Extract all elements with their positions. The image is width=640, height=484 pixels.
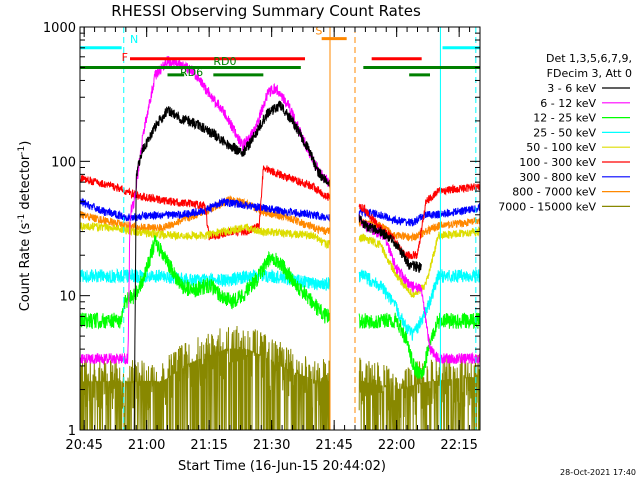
y-axis-label-sup2: -1 <box>17 146 27 155</box>
x-axis-label: Start Time (16-Jun-15 20:44:02) <box>178 459 386 474</box>
legend-label-4: 50 - 100 keV <box>526 141 596 154</box>
y-tick-label-1: 10 <box>59 290 76 305</box>
x-tick-label-4: 21:45 <box>315 438 352 453</box>
series-line-12-25keV-seg1 <box>358 312 480 380</box>
series-line-3-6keV-seg1 <box>358 214 422 273</box>
series-line-7000-15000keV-seg1 <box>358 354 480 430</box>
flag-label-rd0: RD0 <box>213 55 236 68</box>
y-axis-label: Count Rate (s-1 detector-1) <box>17 141 33 312</box>
legend-header-2: FDecim 3, Att 0 <box>547 67 632 80</box>
flag-label-rd6: RD6 <box>180 66 203 79</box>
series-line-6-12keV-seg1 <box>358 214 480 365</box>
legend: Det 1,3,5,6,7,9, FDecim 3, Att 0 3 - 6 keV… <box>498 52 632 213</box>
series-line-7000-15000keV-seg0 <box>80 325 331 430</box>
x-tick-label-1: 21:00 <box>128 438 165 453</box>
legend-label-7: 800 - 7000 keV <box>512 186 596 199</box>
series-line-12-25keV-seg0 <box>80 235 331 330</box>
legend-label-3: 25 - 50 keV <box>533 126 596 139</box>
legend-label-2: 12 - 25 keV <box>533 112 596 125</box>
timestamp: 28-Oct-2021 17:40 <box>560 468 636 477</box>
legend-label-8: 7000 - 15000 keV <box>498 200 596 213</box>
y-axis-label-main: Count Rate (s <box>18 223 33 312</box>
series-line-50-100keV-seg0 <box>80 222 331 250</box>
flag-layer: NF S RD0 RD6 <box>80 24 480 430</box>
legend-label-1: 6 - 12 keV <box>540 97 596 110</box>
legend-label-6: 300 - 800 keV <box>519 171 596 184</box>
x-tick-label-0: 20:45 <box>65 438 102 453</box>
series-line-6-12keV-seg0 <box>80 55 331 366</box>
flag-label-n: N <box>130 33 138 46</box>
series-line-100-300keV-seg1 <box>358 183 480 260</box>
plot-frame <box>79 26 481 431</box>
series-line-300-800keV-seg1 <box>358 202 480 227</box>
series-line-25-50keV-seg1 <box>358 269 480 341</box>
y-tick-label-2: 100 <box>51 155 76 170</box>
legend-label-0: 3 - 6 keV <box>547 82 596 95</box>
y-axis-label-mid: detector <box>18 154 33 214</box>
series-layer <box>80 55 480 430</box>
x-tick-label-6: 22:15 <box>440 438 477 453</box>
y-axis-label-end: ) <box>18 141 33 146</box>
y-axis-label-sup1: -1 <box>17 214 27 223</box>
axis-layer: 1 10 100 1000 20:45 21:00 21:15 21:30 21:45 22:00… <box>43 21 481 453</box>
x-tick-label-3: 21:30 <box>253 438 290 453</box>
flag-label-s: S <box>315 24 322 37</box>
chart-title: RHESSI Observing Summary Count Rates <box>111 2 421 20</box>
flag-label-f: F <box>122 51 128 64</box>
x-tick-label-5: 22:00 <box>378 438 415 453</box>
legend-header-1: Det 1,3,5,6,7,9, <box>546 52 632 65</box>
y-tick-label-3: 1000 <box>43 21 76 36</box>
y-tick-label-0: 1 <box>68 424 76 439</box>
series-line-3-6keV-seg0 <box>133 100 331 430</box>
x-tick-label-2: 21:15 <box>190 438 227 453</box>
series-line-800-7000keV-seg1 <box>358 217 480 242</box>
legend-label-5: 100 - 300 keV <box>519 156 596 169</box>
series-line-100-300keV-seg0 <box>80 165 331 241</box>
